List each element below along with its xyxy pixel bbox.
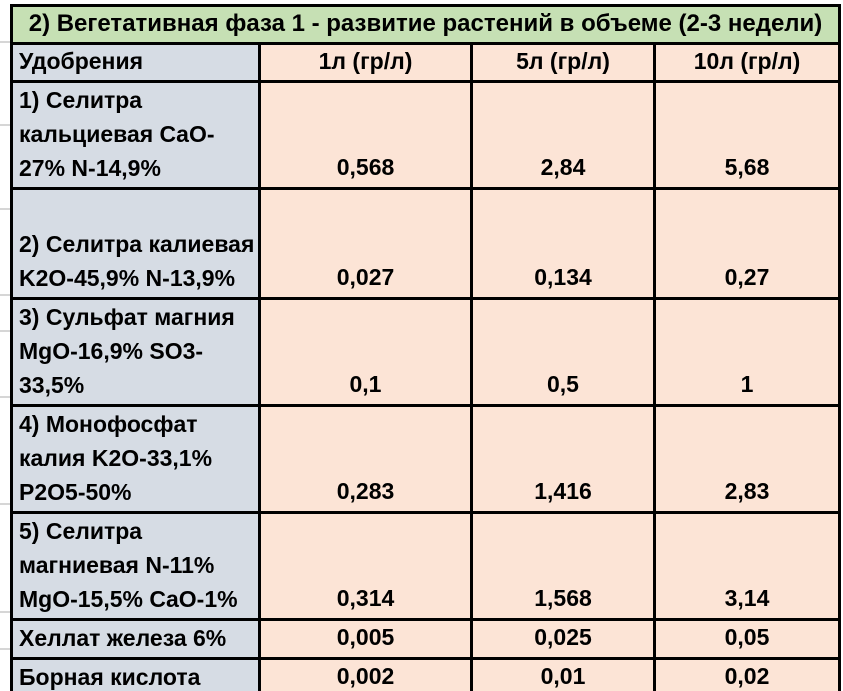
- dose-cell-5l[interactable]: 1,568: [470, 511, 656, 621]
- dose-cell-1l[interactable]: 0,314: [258, 511, 473, 621]
- dose-cell-1l[interactable]: 0,002: [258, 657, 473, 691]
- sheet-gridline: [0, 503, 10, 505]
- table-row: Хеллат железа 6% 0,005 0,025 0,05: [10, 618, 842, 660]
- dose-cell-10l[interactable]: 5,68: [652, 80, 842, 190]
- dose-cell-1l[interactable]: 0,568: [258, 80, 473, 190]
- sheet-gridline: [0, 396, 10, 398]
- table-row: 2) Селитра калиевая K2O-45,9% N-13,9% 0,…: [10, 187, 842, 300]
- fertilizer-name-cell[interactable]: 3) Сульфат магния MgO-16,9% SO3- 33,5%: [10, 297, 261, 407]
- fertilizer-name-cell[interactable]: 1) Селитра кальциевая CaO- 27% N-14,9%: [10, 80, 261, 190]
- dose-cell-10l[interactable]: 0,02: [652, 657, 842, 691]
- sheet-gridline: [0, 294, 10, 296]
- fertilizer-dosage-table: 2) Вегетативная фаза 1 - развитие растен…: [9, 4, 842, 691]
- header-row: Удобрения 1л (гр/л) 5л (гр/л) 10л (гр/л): [10, 42, 842, 83]
- dose-cell-5l[interactable]: 1,416: [470, 404, 656, 514]
- sheet-gridline: [0, 208, 10, 210]
- column-header-1l[interactable]: 1л (гр/л): [258, 42, 473, 83]
- fertilizer-name-cell[interactable]: 5) Селитра магниевая N-11% MgO-15,5% CaO…: [10, 511, 261, 621]
- table-row: Борная кислота 0,002 0,01 0,02: [10, 657, 842, 691]
- table-row: 4) Монофосфат калия K2O-33,1% P2O5-50% 0…: [10, 404, 842, 514]
- dose-cell-1l[interactable]: 0,283: [258, 404, 473, 514]
- table-row: 1) Селитра кальциевая CaO- 27% N-14,9% 0…: [10, 80, 842, 190]
- sheet-gridline: [0, 41, 10, 43]
- fertilizer-name-cell[interactable]: 2) Селитра калиевая K2O-45,9% N-13,9%: [10, 187, 261, 300]
- dose-cell-5l[interactable]: 0,134: [470, 187, 656, 300]
- sheet-gridline: [0, 124, 10, 126]
- table-title[interactable]: 2) Вегетативная фаза 1 - развитие растен…: [9, 4, 842, 45]
- column-header-fertilizers[interactable]: Удобрения: [10, 42, 261, 83]
- dose-cell-10l[interactable]: 0,27: [652, 187, 842, 300]
- fertilizer-name-cell[interactable]: 4) Монофосфат калия K2O-33,1% P2O5-50%: [10, 404, 261, 514]
- table-row: 3) Сульфат магния MgO-16,9% SO3- 33,5% 0…: [10, 297, 842, 407]
- dose-cell-5l[interactable]: 0,5: [470, 297, 656, 407]
- column-header-10l[interactable]: 10л (гр/л): [652, 42, 842, 83]
- dose-cell-5l[interactable]: 0,01: [470, 657, 656, 691]
- dose-cell-1l[interactable]: 0,1: [258, 297, 473, 407]
- title-row: 2) Вегетативная фаза 1 - развитие растен…: [9, 4, 842, 45]
- table-row: 5) Селитра магниевая N-11% MgO-15,5% CaO…: [10, 511, 842, 621]
- fertilizer-name-cell[interactable]: Хеллат железа 6%: [10, 618, 261, 660]
- dose-cell-10l[interactable]: 0,05: [652, 618, 842, 660]
- column-header-5l[interactable]: 5л (гр/л): [470, 42, 656, 83]
- dose-cell-1l[interactable]: 0,027: [258, 187, 473, 300]
- dose-cell-10l[interactable]: 2,83: [652, 404, 842, 514]
- dose-cell-5l[interactable]: 0,025: [470, 618, 656, 660]
- table-area: 2) Вегетативная фаза 1 - развитие растен…: [9, 4, 842, 691]
- dose-cell-1l[interactable]: 0,005: [258, 618, 473, 660]
- fertilizer-name-cell[interactable]: Борная кислота: [10, 657, 261, 691]
- dose-cell-10l[interactable]: 3,14: [652, 511, 842, 621]
- sheet-gridline: [0, 648, 10, 650]
- sheet-gridline: [0, 611, 10, 613]
- dose-cell-10l[interactable]: 1: [652, 297, 842, 407]
- sheet-gridline: [0, 330, 10, 332]
- dose-cell-5l[interactable]: 2,84: [470, 80, 656, 190]
